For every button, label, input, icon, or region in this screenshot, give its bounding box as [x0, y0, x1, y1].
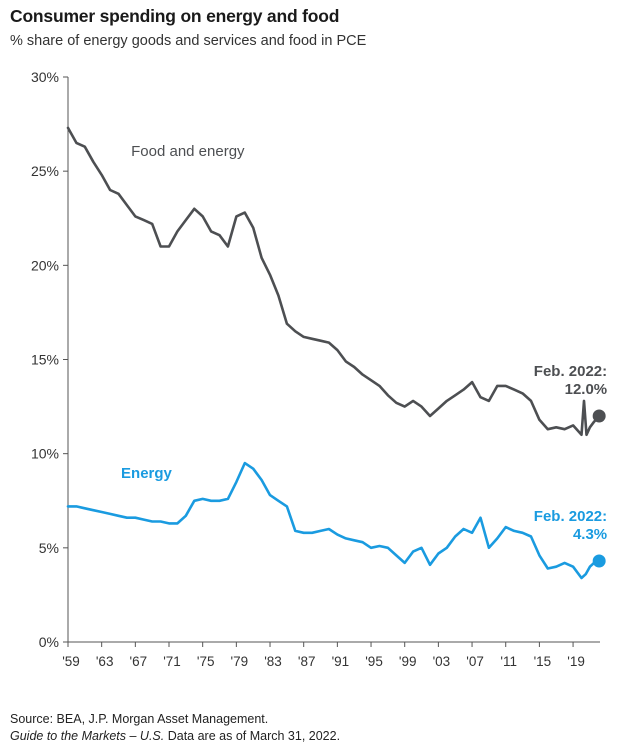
energy-endpoint-value: 4.3% — [573, 526, 607, 543]
y-tick-label: 5% — [39, 540, 59, 556]
x-tick-label: '91 — [332, 654, 350, 669]
chart-footer: Source: BEA, J.P. Morgan Asset Managemen… — [10, 711, 340, 745]
y-tick-label: 25% — [31, 163, 59, 179]
x-tick-label: '99 — [399, 654, 417, 669]
x-tick-label: '59 — [62, 654, 80, 669]
x-tick-label: '95 — [365, 654, 383, 669]
y-tick-label: 15% — [31, 352, 59, 368]
energy-end-point — [592, 554, 606, 568]
data-note: Guide to the Markets – U.S. Data are as … — [10, 728, 340, 745]
energy-endpoint-label: Feb. 2022: — [534, 508, 607, 525]
x-tick-label: '75 — [197, 654, 215, 669]
y-tick-label: 30% — [31, 69, 59, 85]
line-chart: 0% 5% 10% 15% 20% 25% 30% '59 '63 '67 '71 '75 '79 '83… — [31, 69, 608, 669]
x-tick-label: '03 — [433, 654, 451, 669]
data-as-of: Data are as of March 31, 2022. — [164, 729, 341, 743]
food-and-energy-end-point — [592, 409, 606, 423]
x-tick-label: '79 — [231, 654, 249, 669]
food-and-energy-series-label: Food and energy — [131, 143, 245, 160]
x-tick-label: '63 — [96, 654, 114, 669]
chart-title: Consumer spending on energy and food — [10, 6, 340, 26]
energy-line — [66, 461, 601, 580]
x-tick-label: '87 — [298, 654, 316, 669]
x-tick-label: '67 — [130, 654, 148, 669]
energy-series-label: Energy — [121, 465, 173, 482]
x-tick-label: '07 — [466, 654, 484, 669]
guide-title: Guide to the Markets – U.S. — [10, 729, 165, 743]
y-tick-label: 0% — [39, 634, 59, 650]
y-tick-label: 20% — [31, 257, 59, 273]
source-note: Source: BEA, J.P. Morgan Asset Managemen… — [10, 712, 269, 726]
food-and-energy-endpoint-value: 12.0% — [565, 381, 608, 398]
x-tick-label: '83 — [264, 654, 282, 669]
food-and-energy-endpoint-label: Feb. 2022: — [534, 363, 607, 380]
y-tick-label: 10% — [31, 446, 59, 462]
x-tick-label: '15 — [534, 654, 552, 669]
food-and-energy-line — [66, 126, 601, 437]
chart-subtitle: % share of energy goods and services and… — [10, 33, 367, 49]
x-tick-label: '19 — [567, 654, 585, 669]
x-tick-label: '71 — [163, 654, 181, 669]
x-tick-label: '11 — [500, 654, 517, 669]
